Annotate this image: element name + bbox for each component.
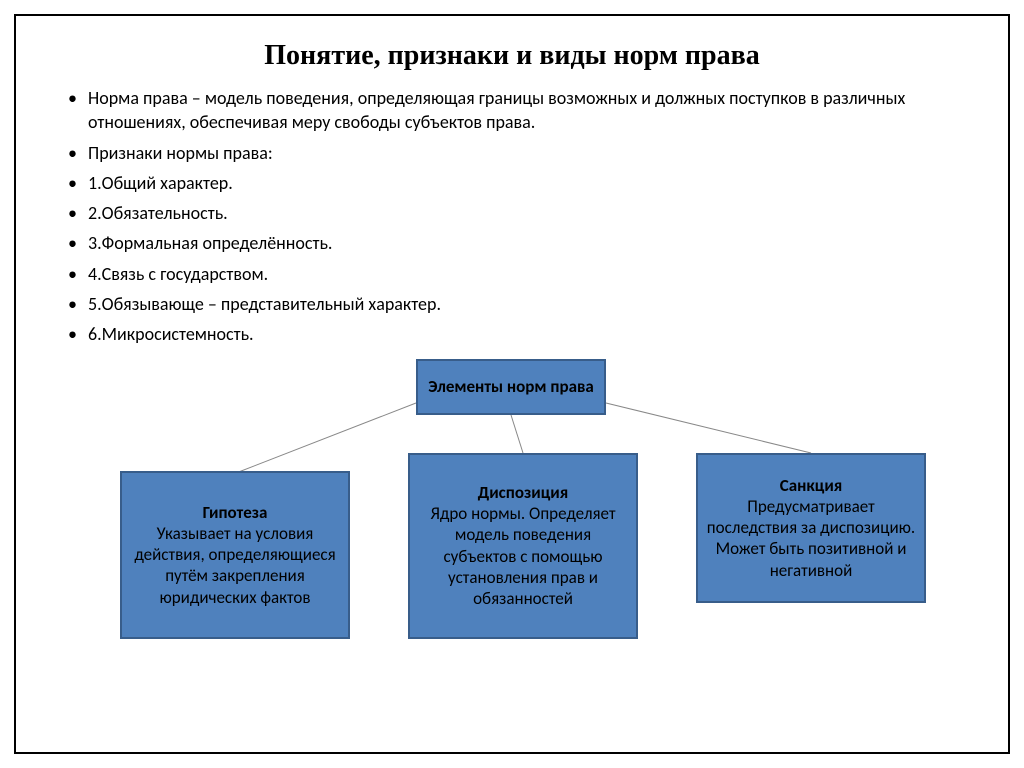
- elements-diagram: Элементы норм права ГипотезаУказывает на …: [16, 353, 1008, 683]
- child-node-1: ДиспозицияЯдро нормы. Определяет модель …: [408, 453, 638, 639]
- bullet-item: 1.Общий характер.: [68, 171, 972, 195]
- node-title: Элементы норм права: [428, 376, 594, 397]
- child-node-0: ГипотезаУказывает на условия действия, о…: [120, 471, 350, 639]
- bullet-item: 4.Связь с государством.: [68, 262, 972, 286]
- node-title: Диспозиция: [478, 482, 568, 503]
- node-title: Гипотеза: [203, 502, 268, 523]
- child-node-2: СанкцияПредусматривает последствия за ди…: [696, 453, 926, 603]
- root-node-elements: Элементы норм права: [416, 359, 606, 415]
- bullet-item: Признаки нормы права:: [68, 141, 972, 165]
- bullet-list: Норма права – модель поведения, определя…: [16, 86, 1008, 347]
- node-title: Санкция: [780, 475, 843, 496]
- bullet-item: Норма права – модель поведения, определя…: [68, 86, 972, 135]
- slide-frame: Понятие, признаки и виды норм права Норм…: [14, 14, 1010, 754]
- bullet-item: 5.Обязывающе – представительный характер…: [68, 292, 972, 316]
- node-body: Указывает на условия действия, определяю…: [130, 523, 340, 608]
- page-title: Понятие, признаки и виды норм права: [16, 16, 1008, 86]
- node-body: Предусматривает последствия за диспозици…: [706, 496, 916, 581]
- bullet-item: 2.Обязательность.: [68, 201, 972, 225]
- bullet-item: 3.Формальная определённость.: [68, 231, 972, 255]
- bullet-item: 6.Микросистемность.: [68, 322, 972, 346]
- node-body: Ядро нормы. Определяет модель поведения …: [418, 503, 628, 609]
